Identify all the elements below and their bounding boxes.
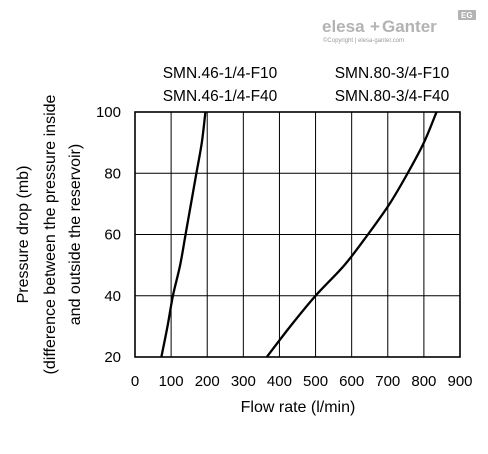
series-label-2: SMN.80-3/4-F10 [335, 65, 450, 82]
series-curve-2 [265, 111, 438, 358]
eg-badge [458, 10, 476, 20]
x-tick-label: 400 [267, 373, 292, 390]
plot-frame [134, 111, 461, 358]
y-tick-label: 100 [96, 104, 121, 121]
series-curve-1 [160, 111, 207, 358]
logo-elesa: elesa [322, 17, 365, 36]
x-axis-title: Flow rate (l/min) [241, 399, 356, 416]
x-tick-label: 500 [303, 373, 328, 390]
x-tick-label: 100 [159, 373, 184, 390]
elesa-ganter-logo: EG elesa + Ganter ©Copyright | elesa-gan… [322, 10, 476, 44]
y-axis-title-line: (difference between the pressure inside [42, 94, 59, 374]
series-label-1: SMN.46-1/4-F10 [163, 65, 278, 82]
x-tick-label: 900 [447, 373, 472, 390]
y-tick-label: 40 [104, 288, 121, 305]
chart-grid [135, 112, 460, 357]
series-label-2: SMN.80-3/4-F40 [335, 88, 450, 105]
y-axis-title-line: Pressure drop (mb) [15, 166, 32, 304]
x-tick-label: 200 [195, 373, 220, 390]
y-tick-label: 20 [104, 349, 121, 366]
y-tick-label: 80 [104, 165, 121, 182]
series-label-1: SMN.46-1/4-F40 [163, 88, 278, 105]
x-tick-label: 300 [231, 373, 256, 390]
y-tick-label: 60 [104, 227, 121, 244]
logo-copyright: ©Copyright | elesa-ganter.com [323, 37, 404, 44]
x-tick-label: 800 [411, 373, 436, 390]
eg-badge-text: EG [461, 11, 473, 20]
series-labels: SMN.46-1/4-F10 SMN.46-1/4-F40 SMN.80-3/4-F… [163, 65, 450, 105]
x-tick-labels: 0 100 200 300 400 500 600 700 800 900 [131, 373, 473, 390]
logo-plus: + [370, 17, 380, 36]
x-tick-label: 0 [131, 373, 139, 390]
y-axis-title-line: and outside the reservoir) [67, 144, 84, 325]
chart-series [160, 111, 438, 358]
logo-ganter: Ganter [382, 17, 437, 36]
x-tick-label: 700 [375, 373, 400, 390]
y-tick-labels: 20 40 60 80 100 [96, 104, 121, 366]
x-tick-label: 600 [339, 373, 364, 390]
y-axis-title: Pressure drop (mb) (difference between th… [15, 94, 84, 374]
